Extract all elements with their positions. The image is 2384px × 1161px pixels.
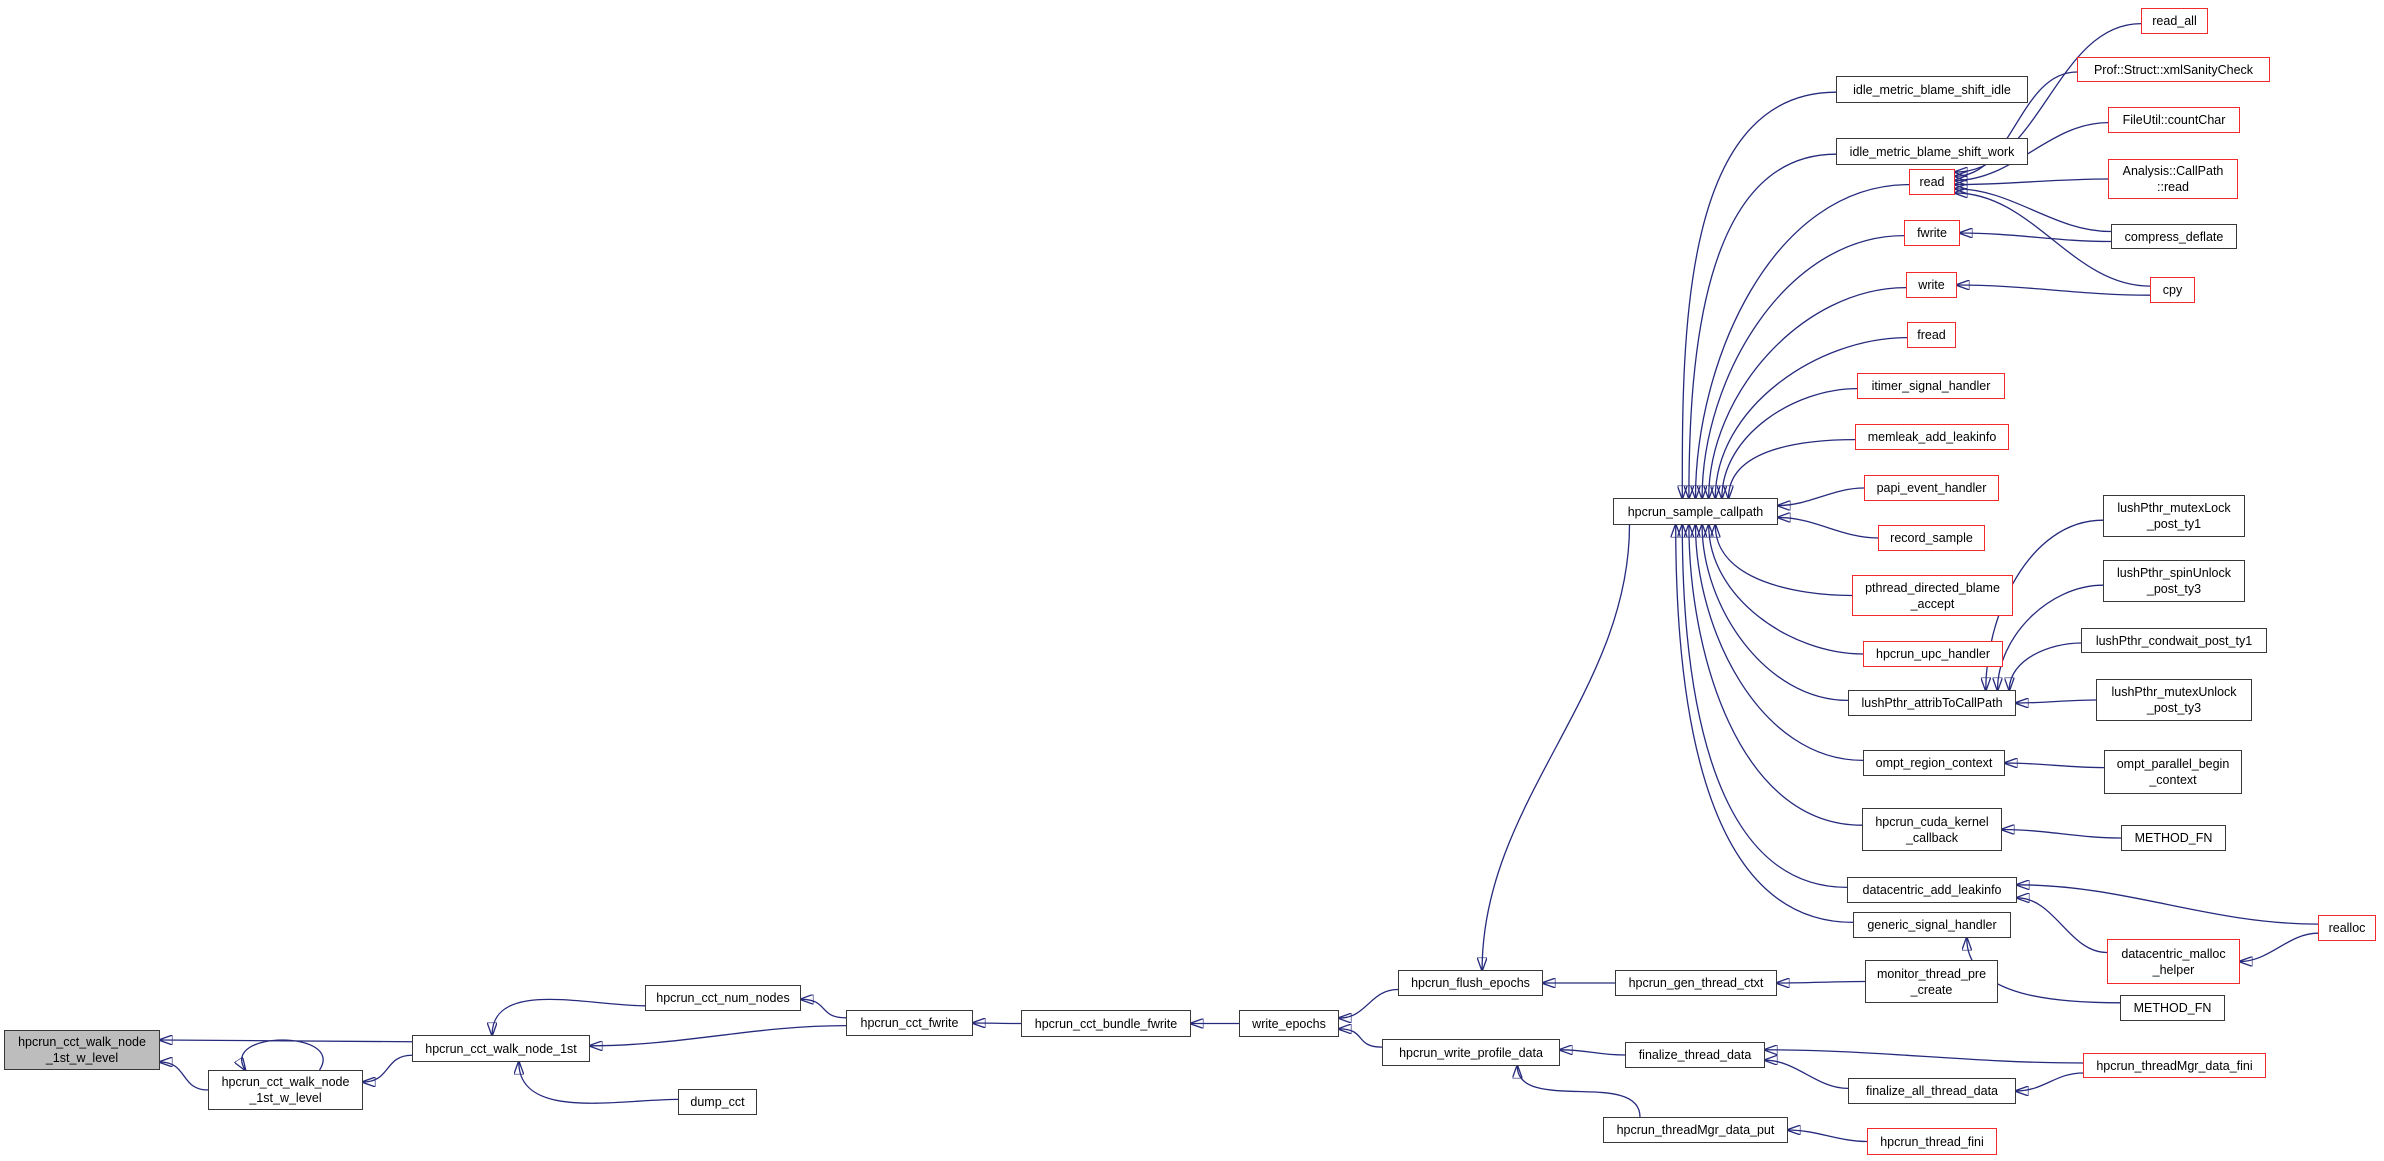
node-datacentric_add_leakinfo[interactable]: datacentric_add_leakinfo: [1847, 877, 2017, 903]
node-fwrite[interactable]: fwrite: [1904, 220, 1960, 246]
node-cpy[interactable]: cpy: [2150, 277, 2195, 303]
node-hpcrun_thread_fini[interactable]: hpcrun_thread_fini: [1867, 1128, 1997, 1155]
node-METHOD_FN-bottom[interactable]: METHOD_FN: [2120, 995, 2225, 1021]
node-fread[interactable]: fread: [1907, 322, 1956, 348]
node-FileUtil-countChar[interactable]: FileUtil::countChar: [2108, 107, 2240, 133]
node-hpcrun_write_profile_data[interactable]: hpcrun_write_profile_data: [1382, 1039, 1560, 1066]
node-realloc[interactable]: realloc: [2318, 915, 2376, 941]
node-datacentric_malloc_helper[interactable]: datacentric_malloc _helper: [2107, 939, 2240, 984]
node-lushPthr_mutexUnlock_post_ty3[interactable]: lushPthr_mutexUnlock _post_ty3: [2096, 679, 2252, 721]
node-hpcrun_cuda_kernel_callback[interactable]: hpcrun_cuda_kernel _callback: [1862, 808, 2002, 851]
node-hpcrun_cct_fwrite[interactable]: hpcrun_cct_fwrite: [846, 1010, 973, 1036]
node-hpcrun_cct_num_nodes[interactable]: hpcrun_cct_num_nodes: [645, 985, 801, 1011]
node-lushPthr_mutexLock_post_ty1[interactable]: lushPthr_mutexLock _post_ty1: [2103, 495, 2245, 537]
node-compress_deflate[interactable]: compress_deflate: [2111, 224, 2237, 249]
node-METHOD_FN-top[interactable]: METHOD_FN: [2121, 825, 2226, 851]
node-Prof-Struct-xmlSanityCheck[interactable]: Prof::Struct::xmlSanityCheck: [2077, 57, 2270, 82]
node-hpcrun_threadMgr_data_put[interactable]: hpcrun_threadMgr_data_put: [1603, 1117, 1788, 1143]
node-hpcrun_flush_epochs[interactable]: hpcrun_flush_epochs: [1398, 970, 1543, 996]
node-record_sample[interactable]: record_sample: [1878, 525, 1985, 551]
node-ompt_region_context[interactable]: ompt_region_context: [1863, 750, 2005, 776]
node-dump_cct[interactable]: dump_cct: [678, 1089, 757, 1115]
node-hpcrun_cct_walk_node_1st_w_level-focus: hpcrun_cct_walk_node _1st_w_level: [4, 1030, 160, 1070]
node-finalize_all_thread_data[interactable]: finalize_all_thread_data: [1848, 1078, 2016, 1104]
node-monitor_thread_pre_create[interactable]: monitor_thread_pre _create: [1865, 960, 1998, 1003]
node-lushPthr_attribToCallPath[interactable]: lushPthr_attribToCallPath: [1848, 690, 2016, 716]
node-ompt_parallel_begin_context[interactable]: ompt_parallel_begin _context: [2104, 750, 2242, 794]
node-itimer_signal_handler[interactable]: itimer_signal_handler: [1857, 373, 2005, 399]
node-finalize_thread_data[interactable]: finalize_thread_data: [1625, 1042, 1765, 1068]
node-hpcrun_cct_walk_node_1st_w_level[interactable]: hpcrun_cct_walk_node _1st_w_level: [208, 1070, 363, 1110]
node-hpcrun_sample_callpath[interactable]: hpcrun_sample_callpath: [1613, 498, 1778, 525]
node-memleak_add_leakinfo[interactable]: memleak_add_leakinfo: [1855, 424, 2009, 450]
node-idle_metric_blame_shift_work[interactable]: idle_metric_blame_shift_work: [1836, 138, 2028, 165]
node-hpcrun_gen_thread_ctxt[interactable]: hpcrun_gen_thread_ctxt: [1615, 970, 1777, 996]
node-write_epochs[interactable]: write_epochs: [1239, 1010, 1339, 1037]
node-read_all[interactable]: read_all: [2141, 8, 2208, 34]
node-lushPthr_spinUnlock_post_ty3[interactable]: lushPthr_spinUnlock _post_ty3: [2103, 560, 2245, 602]
node-idle_metric_blame_shift_idle[interactable]: idle_metric_blame_shift_idle: [1836, 76, 2028, 103]
node-hpcrun_threadMgr_data_fini[interactable]: hpcrun_threadMgr_data_fini: [2083, 1053, 2266, 1078]
node-papi_event_handler[interactable]: papi_event_handler: [1864, 475, 1999, 501]
node-read[interactable]: read: [1909, 169, 1955, 195]
node-pthread_directed_blame_accept[interactable]: pthread_directed_blame _accept: [1852, 575, 2013, 616]
node-lushPthr_condwait_post_ty1[interactable]: lushPthr_condwait_post_ty1: [2081, 628, 2267, 653]
node-generic_signal_handler[interactable]: generic_signal_handler: [1853, 912, 2011, 938]
node-hpcrun_cct_walk_node_1st[interactable]: hpcrun_cct_walk_node_1st: [412, 1035, 590, 1062]
node-hpcrun_cct_bundle_fwrite[interactable]: hpcrun_cct_bundle_fwrite: [1021, 1010, 1191, 1037]
node-write[interactable]: write: [1906, 272, 1957, 298]
node-Analysis-CallPath-read[interactable]: Analysis::CallPath ::read: [2108, 159, 2238, 199]
node-hpcrun_upc_handler[interactable]: hpcrun_upc_handler: [1863, 641, 2003, 667]
